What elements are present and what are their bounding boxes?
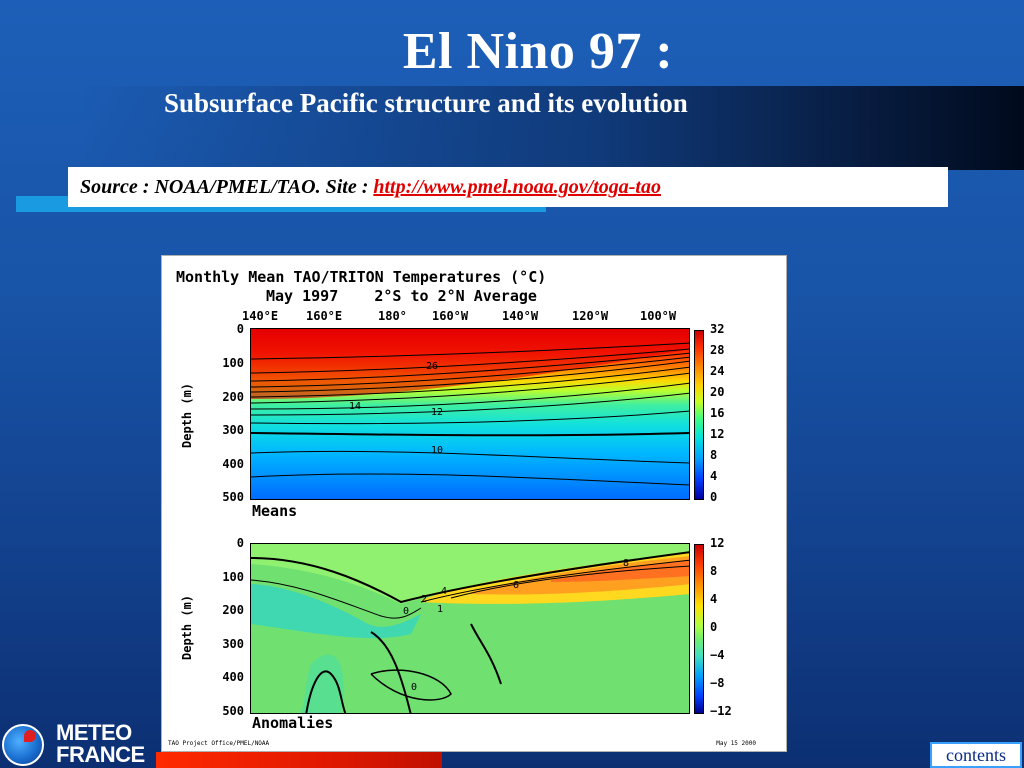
- cbar-tick: 20: [710, 385, 725, 399]
- contour-label: 14: [349, 401, 361, 412]
- lon-tick: 160°W: [432, 309, 469, 323]
- cbar-tick: 24: [710, 364, 725, 378]
- figure-title: Monthly Mean TAO/TRITON Temperatures (°C…: [176, 268, 547, 286]
- cbar-tick: 8: [710, 448, 718, 462]
- tao-temperature-figure: Monthly Mean TAO/TRITON Temperatures (°C…: [161, 255, 787, 752]
- contour-label: 6: [513, 580, 519, 591]
- depth-tick: 300: [222, 423, 244, 437]
- cbar-tick: 4: [710, 469, 718, 483]
- anomalies-depth-ticks: 0 100 200 300 400 500: [198, 536, 244, 718]
- slide-subtitle: Subsurface Pacific structure and its evo…: [164, 88, 688, 118]
- source-text: Source : NOAA/PMEL/TAO. Site :: [80, 176, 374, 198]
- cbar-tick: −8: [710, 676, 725, 690]
- lon-tick: 160°E: [306, 309, 343, 323]
- depth-tick: 200: [222, 390, 244, 404]
- depth-tick: 200: [222, 603, 244, 617]
- contour-label: 12: [431, 407, 443, 418]
- logo-line-1: METEO: [56, 720, 132, 745]
- logo-text: METEO FRANCE: [56, 722, 145, 766]
- depth-tick: 500: [222, 704, 244, 718]
- means-label: Means: [252, 502, 298, 520]
- longitude-axis: 140°E 160°E 180° 160°W 140°W 120°W 100°W: [242, 309, 690, 325]
- meteo-france-logo: METEO FRANCE: [0, 722, 160, 768]
- cbar-tick: −4: [710, 648, 725, 662]
- means-depth-ticks: 0 100 200 300 400 500: [198, 322, 244, 504]
- lon-tick: 100°W: [640, 309, 677, 323]
- slide-title: El Nino 97 :: [402, 23, 674, 80]
- footer-accent-bar: [156, 752, 442, 768]
- cbar-tick: 12: [710, 427, 725, 441]
- means-colorbar: [694, 330, 704, 500]
- cbar-tick: 32: [710, 322, 725, 336]
- depth-tick: 0: [236, 322, 244, 336]
- cbar-tick: 0: [710, 620, 718, 634]
- depth-tick: 100: [222, 570, 244, 584]
- contents-button[interactable]: contents: [930, 742, 1022, 768]
- globe-icon: [2, 724, 44, 766]
- figure-credit: TAO Project Office/PMEL/NOAA: [168, 740, 270, 747]
- figure-subtitle: May 1997 2°S to 2°N Average: [266, 287, 537, 305]
- logo-line-2: FRANCE: [56, 742, 145, 767]
- contour-label: 8: [623, 558, 629, 569]
- means-contour-plot: 26 14 12 10: [250, 328, 690, 500]
- anomalies-depth-label: Depth (m): [180, 594, 194, 660]
- depth-tick: 400: [222, 457, 244, 471]
- source-box: Source : NOAA/PMEL/TAO. Site : http://ww…: [68, 167, 948, 207]
- contour-label: 10: [431, 445, 443, 456]
- contour-label: 4: [441, 586, 447, 597]
- lon-tick: 180°: [378, 309, 407, 323]
- anomalies-label: Anomalies: [252, 714, 334, 732]
- depth-tick: 400: [222, 670, 244, 684]
- cbar-tick: 0: [710, 490, 718, 504]
- cbar-tick: 12: [710, 536, 725, 550]
- lon-tick: 120°W: [572, 309, 609, 323]
- contour-label: 0: [403, 606, 409, 617]
- means-colorbar-ticks: 32 28 24 20 16 12 8 4 0: [710, 322, 750, 504]
- figure-date: May 15 2000: [716, 740, 756, 747]
- cbar-tick: 8: [710, 564, 718, 578]
- means-depth-label: Depth (m): [180, 382, 194, 448]
- lon-tick: 140°E: [242, 309, 279, 323]
- source-link[interactable]: http://www.pmel.noaa.gov/toga-tao: [373, 176, 661, 198]
- lon-tick: 140°W: [502, 309, 539, 323]
- depth-tick: 100: [222, 356, 244, 370]
- depth-tick: 300: [222, 637, 244, 651]
- depth-tick: 500: [222, 490, 244, 504]
- contour-label: 26: [426, 361, 438, 372]
- contour-label: 0: [411, 682, 417, 693]
- anomalies-contour-plot: 4 6 8 2 0 1 0: [250, 543, 690, 714]
- cbar-tick: −12: [710, 704, 732, 718]
- cbar-tick: 28: [710, 343, 725, 357]
- depth-tick: 0: [236, 536, 244, 550]
- contour-label: 1: [437, 604, 443, 615]
- cbar-tick: 16: [710, 406, 725, 420]
- header-band: [80, 86, 1024, 170]
- anomalies-colorbar-ticks: 12 8 4 0 −4 −8 −12: [710, 536, 750, 718]
- contour-label: 2: [421, 594, 427, 605]
- anomalies-colorbar: [694, 544, 704, 714]
- cbar-tick: 4: [710, 592, 718, 606]
